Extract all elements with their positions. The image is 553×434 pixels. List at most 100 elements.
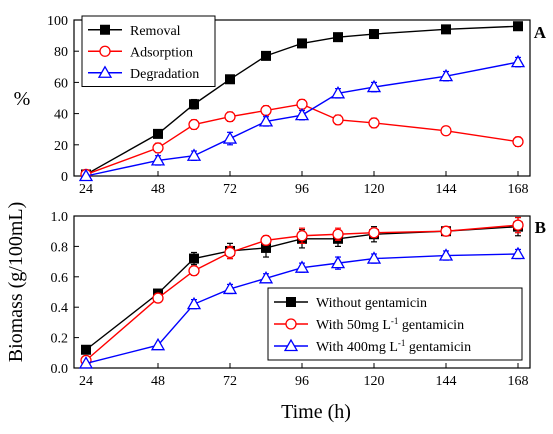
y-tick-label: 0.4 (51, 301, 69, 316)
data-point (81, 344, 91, 355)
data-point (512, 219, 524, 231)
y-tick-label: 0 (61, 170, 68, 185)
legend-item: With 400mg L-1 gentamicin (274, 338, 471, 355)
data-point (366, 251, 382, 264)
y-tick-label: 0.0 (51, 362, 69, 377)
data-point (510, 246, 526, 260)
x-tick-label: 48 (151, 182, 165, 197)
y-tick-label: 20 (54, 139, 68, 154)
x-tick-label: 24 (79, 182, 93, 197)
data-point (261, 50, 271, 61)
legend-item: Removal (88, 24, 181, 39)
data-point (222, 281, 238, 295)
data-point (440, 225, 452, 237)
panel-b: 24 48 72 96 120 144 168 0.0 0.2 0.4 0.6 0.8 1.0 Bioma… (5, 202, 546, 389)
x-tick-label: 168 (508, 182, 529, 197)
series-open-triangle-a (78, 54, 526, 182)
legend-item: Degradation (88, 65, 199, 82)
series-line (85, 253, 519, 365)
data-point (189, 99, 199, 110)
legend-item: Without gentamicin (274, 296, 427, 311)
x-tick-label: 48 (151, 374, 165, 389)
y-tick-label: 0.2 (51, 332, 69, 347)
y-tick-label: 1.0 (51, 210, 69, 225)
series-line (85, 103, 519, 176)
y-tick-label: 0.8 (51, 240, 69, 255)
panel-label-b: B (535, 218, 546, 237)
data-point (78, 168, 94, 182)
data-point (224, 246, 236, 259)
legend-marker (99, 45, 111, 57)
data-point (150, 337, 166, 351)
data-point (438, 248, 454, 261)
legend-marker (285, 318, 297, 330)
legend-label: Degradation (130, 67, 199, 82)
data-point (152, 292, 164, 304)
data-point (333, 32, 343, 43)
data-point (332, 114, 344, 126)
y-axis-label-a: % (14, 88, 31, 110)
legend-label: Removal (130, 24, 181, 39)
series-open-triangle-b (78, 246, 526, 369)
x-tick-label: 24 (79, 374, 93, 389)
data-point (78, 356, 94, 369)
legend-box (267, 287, 523, 361)
data-point (330, 86, 346, 99)
y-axis-label-b: Biomass (g/100mL) (5, 202, 27, 363)
legend-marker (286, 297, 296, 307)
legend-item: With 50mg L-1 gentamicin (274, 316, 464, 333)
data-point (510, 54, 526, 68)
x-tick-label: 96 (295, 182, 309, 197)
x-tick-label: 72 (223, 374, 237, 389)
data-point (441, 24, 451, 35)
data-point (152, 142, 164, 154)
data-point (438, 68, 454, 82)
data-point (258, 271, 274, 284)
data-point (150, 153, 166, 166)
data-point (260, 234, 272, 246)
x-tick-label: 144 (436, 182, 457, 197)
x-tick-label: 72 (223, 182, 237, 197)
x-tick-label: 168 (508, 374, 529, 389)
x-tick-label: 120 (364, 374, 385, 389)
y-tick-label: 100 (47, 14, 68, 29)
series-open-circle-a (80, 98, 524, 181)
data-point (330, 255, 346, 269)
y-tick-label: 60 (54, 76, 68, 91)
y-tick-label: 80 (54, 45, 68, 60)
data-point (225, 74, 235, 85)
y-tick-label: 40 (54, 108, 68, 123)
data-point (294, 107, 310, 121)
x-tick-label: 144 (436, 374, 457, 389)
data-point (186, 296, 202, 310)
legend-label: Adsorption (130, 45, 193, 60)
data-point (294, 260, 310, 273)
data-point (186, 148, 202, 161)
series-line (85, 25, 519, 176)
legend-item: Adsorption (88, 45, 193, 60)
y-tick-label: 0.6 (51, 271, 69, 286)
data-point (153, 128, 163, 139)
data-point (366, 79, 382, 93)
legend-marker (283, 338, 299, 352)
data-point (440, 125, 452, 137)
legend-b: Without gentamicin With 50mg L-1 gentamic… (267, 287, 523, 361)
data-point (296, 230, 308, 242)
data-point (189, 253, 199, 264)
data-point (224, 111, 236, 123)
legend-label: Without gentamicin (316, 296, 427, 311)
series-line (85, 225, 519, 351)
data-point (222, 131, 238, 144)
data-point (258, 114, 274, 127)
data-point (368, 227, 380, 239)
x-axis-label: Time (h) (281, 401, 351, 423)
legend-marker (97, 65, 113, 78)
legend-label: With 50mg L-1 gentamicin (316, 316, 464, 333)
data-point (188, 118, 200, 131)
series-line (85, 224, 519, 361)
data-point (368, 117, 380, 129)
data-point (513, 21, 523, 32)
x-tick-label: 96 (295, 374, 309, 389)
panel-label-a: A (534, 23, 547, 42)
